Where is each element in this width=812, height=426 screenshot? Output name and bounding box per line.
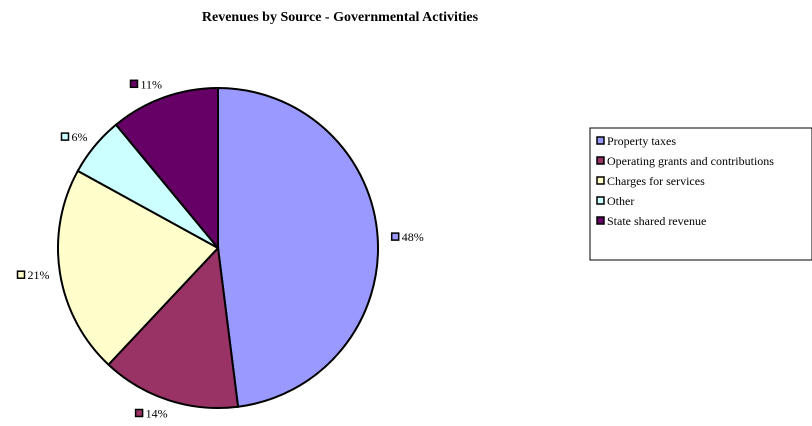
pie-slices xyxy=(57,86,380,410)
legend-label-state-shared-revenue: State shared revenue xyxy=(607,214,706,228)
data-label-property-taxes: 48% xyxy=(402,230,424,244)
legend-swatch-property-taxes xyxy=(596,136,605,145)
legend-label-other: Other xyxy=(607,194,634,208)
legend-box xyxy=(589,127,812,261)
chart-title: Revenues by Source - Governmental Activi… xyxy=(202,10,479,25)
data-label-swatch-other xyxy=(60,132,70,141)
legend-swatch-charges-for-services xyxy=(596,176,605,185)
legend-swatch-operating-grants-and-contributions xyxy=(596,156,605,165)
data-label-charges-for-services: 21% xyxy=(28,268,50,282)
legend-label-operating-grants-and-contributions: Operating grants and contributions xyxy=(607,154,774,168)
slice-labels: 48% 14% 21% 6% 11% xyxy=(16,77,424,421)
data-label-swatch-state-shared-revenue xyxy=(129,79,139,89)
legend: Property taxes Operating grants and contr… xyxy=(589,127,812,261)
pie-slice-charges-for-services xyxy=(57,169,220,367)
pie-slice-property-taxes xyxy=(217,86,380,408)
legend-swatch-state-shared-revenue xyxy=(596,216,605,225)
pie-slice-state-shared-revenue xyxy=(114,86,219,251)
pie-slice-operating-grants-and-contributions xyxy=(107,245,240,410)
legend-label-property-taxes: Property taxes xyxy=(607,134,676,148)
data-label-state-shared-revenue: 11% xyxy=(141,77,163,91)
legend-swatch-other xyxy=(596,196,605,205)
legend-label-charges-for-services: Charges for services xyxy=(607,174,705,188)
data-label-swatch-charges-for-services xyxy=(16,270,26,279)
data-label-operating-grants-and-contributions: 14% xyxy=(146,407,168,421)
data-label-swatch-property-taxes xyxy=(390,232,400,241)
data-label-other: 6% xyxy=(72,130,88,144)
data-label-swatch-operating-grants-and-contributions xyxy=(134,408,144,418)
